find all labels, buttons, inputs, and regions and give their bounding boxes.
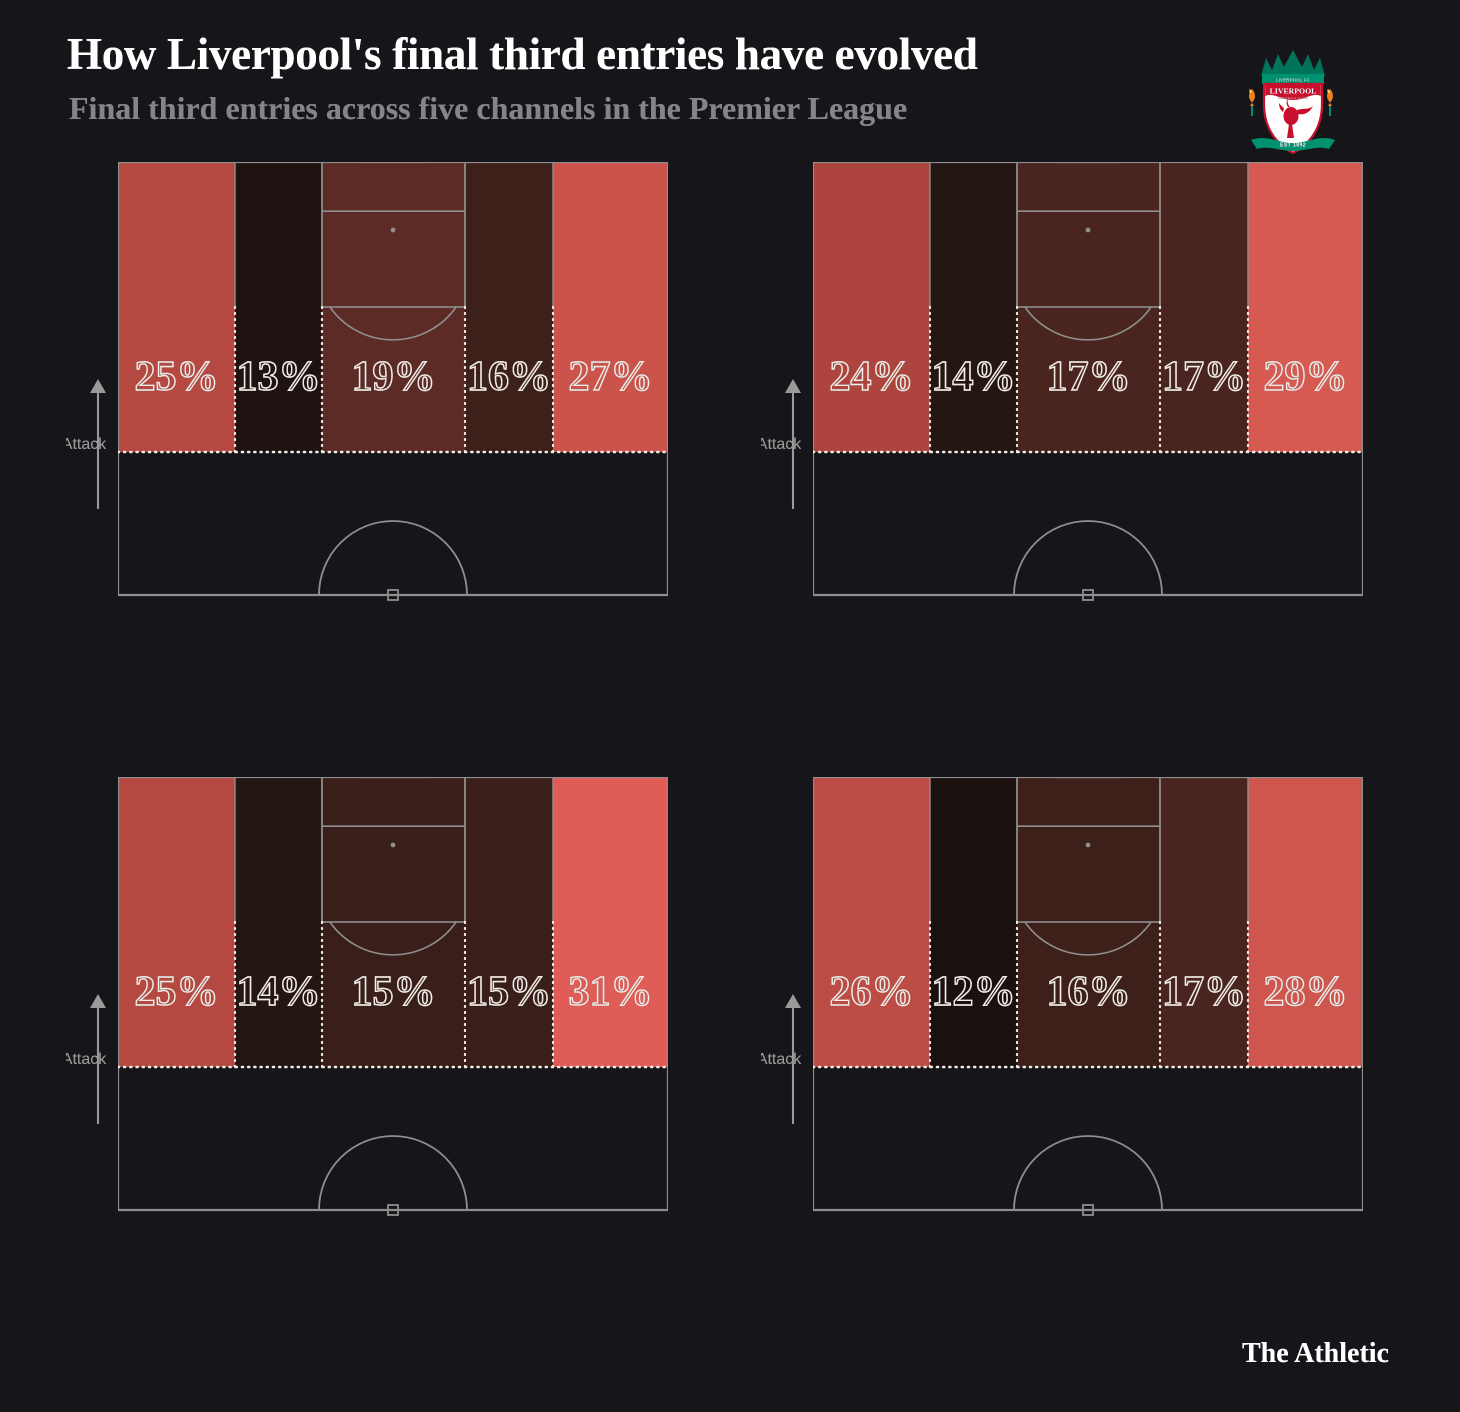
svg-text:17%: 17% bbox=[1047, 354, 1131, 400]
svg-text:Attack: Attack bbox=[761, 436, 801, 453]
svg-text:16%: 16% bbox=[1047, 969, 1131, 1015]
svg-text:16%: 16% bbox=[467, 354, 551, 400]
svg-text:27%: 27% bbox=[569, 354, 653, 400]
svg-text:25%: 25% bbox=[135, 969, 219, 1015]
svg-text:19%: 19% bbox=[352, 354, 436, 400]
svg-text:24%: 24% bbox=[830, 354, 914, 400]
svg-text:EST 1892: EST 1892 bbox=[1280, 143, 1306, 149]
svg-text:14%: 14% bbox=[932, 354, 1016, 400]
svg-text:29%: 29% bbox=[1264, 354, 1348, 400]
svg-text:LIVERPOOL FC: LIVERPOOL FC bbox=[1276, 78, 1310, 83]
svg-text:12%: 12% bbox=[932, 969, 1016, 1015]
svg-text:14%: 14% bbox=[237, 969, 321, 1015]
svg-text:25%: 25% bbox=[135, 354, 219, 400]
svg-text:LIVERPOOL: LIVERPOOL bbox=[1270, 87, 1317, 96]
svg-text:13%: 13% bbox=[237, 354, 321, 400]
svg-text:Attack: Attack bbox=[761, 1051, 801, 1068]
svg-text:15%: 15% bbox=[352, 969, 436, 1015]
svg-text:17%: 17% bbox=[1162, 969, 1246, 1015]
svg-text:Attack: Attack bbox=[66, 436, 106, 453]
svg-text:Attack: Attack bbox=[66, 1051, 106, 1068]
svg-text:17%: 17% bbox=[1162, 354, 1246, 400]
svg-text:31%: 31% bbox=[569, 969, 653, 1015]
svg-text:15%: 15% bbox=[467, 969, 551, 1015]
svg-text:28%: 28% bbox=[1264, 969, 1348, 1015]
svg-text:FOOTBALL CLUB: FOOTBALL CLUB bbox=[1278, 96, 1308, 100]
svg-text:26%: 26% bbox=[830, 969, 914, 1015]
